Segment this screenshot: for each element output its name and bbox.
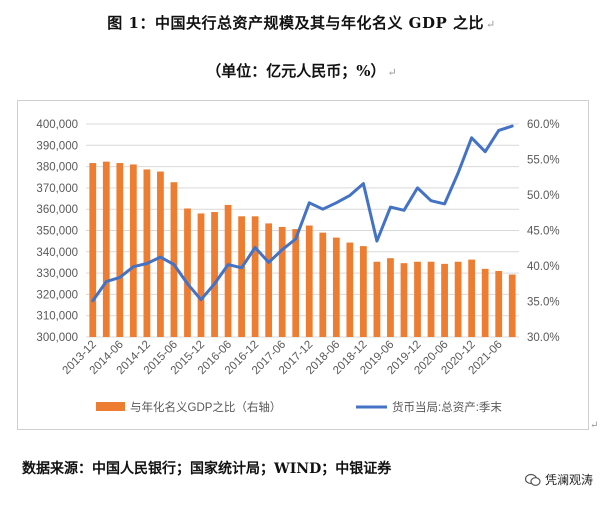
legend-bar-label: 与年化名义GDP之比（右轴） [130, 400, 281, 414]
y-right-tick-label: 35.0% [527, 297, 560, 309]
y-left-tick-label: 350,000 [36, 226, 78, 238]
bar [197, 213, 205, 337]
bar [184, 208, 191, 337]
chart-subtitle: （单位：亿元人民币；%） ↵ [0, 60, 603, 81]
corner-mark-icon: ↵ [590, 420, 599, 431]
bar [346, 242, 354, 337]
y-left-tick-label: 390,000 [36, 140, 78, 152]
y-right-tick-label: 50.0% [527, 190, 560, 202]
bar [251, 216, 259, 337]
chart-subtitle-text: （单位：亿元人民币；%） [206, 62, 386, 80]
y-left-tick-label: 340,000 [36, 247, 78, 259]
bar [508, 274, 516, 337]
watermark-text: 凭澜观涛 [544, 473, 593, 487]
bar [238, 216, 245, 337]
bar [211, 212, 218, 337]
bar [265, 223, 273, 337]
bar [400, 263, 408, 337]
paragraph-mark-icon: ↵ [485, 18, 496, 31]
bar [454, 261, 462, 337]
bar [170, 182, 178, 337]
bar [481, 268, 489, 337]
bar [129, 164, 137, 337]
bar [441, 263, 448, 337]
chart-frame [17, 100, 589, 430]
bar [278, 226, 286, 337]
bar [102, 161, 110, 337]
bar [319, 232, 327, 337]
y-right-tick-label: 60.0% [527, 119, 560, 131]
legend-bar-swatch [96, 402, 125, 411]
y-left-tick-label: 330,000 [36, 268, 78, 280]
y-left-tick-label: 320,000 [36, 289, 78, 301]
wechat-icon [524, 473, 541, 486]
y-right-tick-label: 30.0% [527, 332, 560, 344]
chart-title-text: 图 1：中国央行总资产规模及其与年化名义 GDP 之比 [107, 14, 484, 32]
y-right-tick-label: 40.0% [527, 261, 560, 273]
watermark: 凭澜观涛 [524, 471, 593, 488]
y-left-tick-label: 310,000 [36, 311, 78, 323]
y-left-tick-label: 300,000 [36, 332, 78, 344]
bar [373, 261, 381, 337]
y-right-tick-label: 55.0% [527, 155, 560, 167]
bar [332, 237, 340, 337]
source-note: 数据来源：中国人民银行；国家统计局；WIND；中银证券 [22, 458, 391, 478]
bar [157, 171, 164, 337]
bar [89, 163, 97, 337]
bar [116, 163, 124, 337]
bar [468, 259, 476, 337]
bar [360, 246, 367, 337]
bar [143, 169, 151, 337]
bar [414, 261, 421, 337]
y-left-tick-label: 380,000 [36, 162, 78, 174]
bar [387, 258, 394, 337]
y-left-tick-label: 370,000 [36, 183, 78, 195]
bar [292, 229, 300, 337]
bar [305, 225, 313, 337]
y-left-tick-label: 400,000 [36, 119, 78, 131]
source-text: 数据来源：中国人民银行；国家统计局；WIND；中银证券 [22, 461, 392, 477]
chart-title: 图 1：中国央行总资产规模及其与年化名义 GDP 之比 ↵ [0, 12, 603, 33]
series-line [91, 124, 514, 303]
legend-line-label: 货币当局:总资产:季末 [392, 400, 502, 414]
bar [495, 270, 503, 337]
y-left-tick-label: 360,000 [36, 204, 78, 216]
bar [224, 204, 232, 337]
y-right-tick-label: 45.0% [527, 226, 560, 238]
bar [427, 261, 435, 337]
paragraph-mark-icon: ↵ [387, 66, 397, 79]
